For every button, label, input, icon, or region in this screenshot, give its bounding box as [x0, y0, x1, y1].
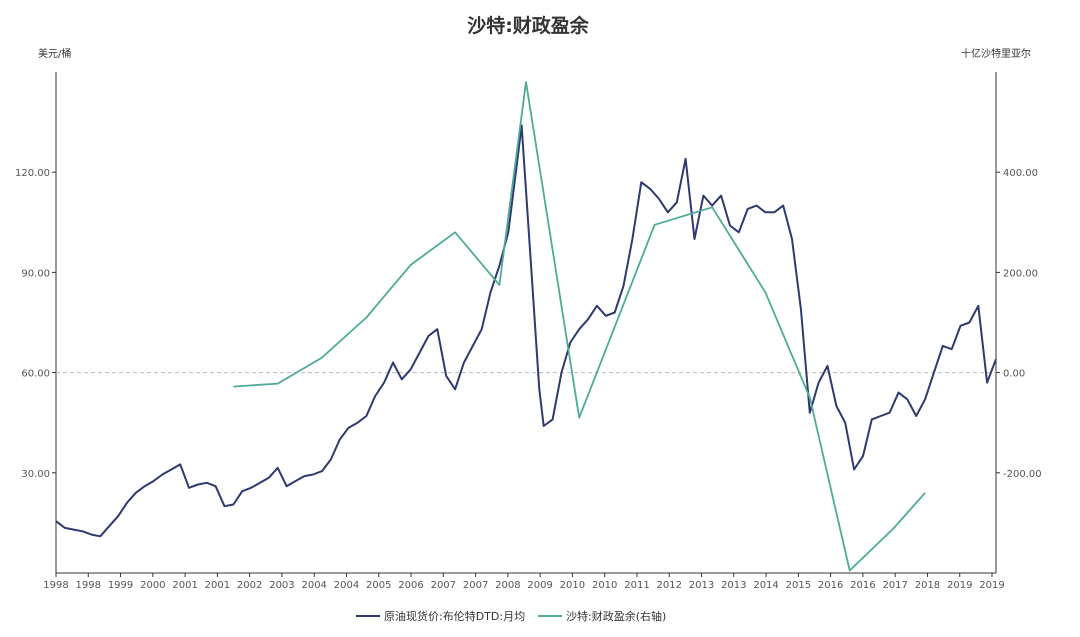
x-tick-label: 2012	[657, 580, 682, 591]
x-tick-label: 2017	[882, 580, 907, 591]
x-tick-label: 2008	[495, 580, 520, 591]
x-tick-label: 2016	[818, 580, 843, 591]
x-tick-label: 2001	[205, 580, 230, 591]
x-tick-label: 2014	[753, 580, 778, 591]
right-axis-unit: 十亿沙特里亚尔	[961, 47, 1031, 60]
series-layer	[55, 81, 997, 572]
x-tick-label: 2001	[172, 580, 197, 591]
x-tick-label: 1998	[76, 580, 101, 591]
x-tick-label: 2009	[527, 580, 552, 591]
x-tick-label: 2010	[560, 580, 585, 591]
left-tick-label: 90.00	[21, 268, 50, 279]
series-line-brent-price	[55, 124, 997, 538]
x-tick-label: 2007	[431, 580, 456, 591]
left-tick-label: 60.00	[21, 369, 50, 380]
x-tick-label: 2000	[140, 580, 165, 591]
x-tick-label: 2002	[237, 580, 262, 591]
x-tick-label: 1998	[43, 580, 68, 591]
x-tick-label: 2019	[979, 580, 1004, 591]
chart-title: 沙特:财政盈余	[467, 14, 590, 37]
x-tick-label: 2003	[269, 580, 294, 591]
x-tick-label: 2016	[850, 580, 875, 591]
x-axis-ticks: 1998 1998 1999 2000 2001 2001 2002 2003 2004 2004…	[43, 573, 1005, 591]
x-tick-label: 2006	[398, 580, 423, 591]
x-tick-label: 1999	[108, 580, 133, 591]
right-tick-label: 0.00	[1003, 369, 1025, 380]
x-tick-label: 2007	[463, 580, 488, 591]
left-axis-unit: 美元/桶	[38, 47, 71, 60]
x-tick-label: 2011	[624, 580, 649, 591]
legend-label-brent[interactable]: 原油现货价:布伦特DTD:月均	[384, 609, 525, 623]
right-axis-ticks: -200.00 0.00 200.00 400.00	[996, 168, 1042, 480]
x-tick-label: 2004	[301, 580, 326, 591]
series-line-fiscal-surplus	[233, 81, 926, 572]
x-tick-label: 2010	[592, 580, 617, 591]
x-tick-label: 2005	[366, 580, 391, 591]
left-axis-ticks: 30.00 60.00 90.00 120.00	[15, 168, 56, 480]
right-tick-label: 400.00	[1003, 168, 1038, 179]
left-tick-label: 120.00	[15, 168, 50, 179]
x-tick-label: 2015	[786, 580, 811, 591]
x-tick-label: 2013	[721, 580, 746, 591]
legend-label-surplus[interactable]: 沙特:财政盈余(右轴)	[566, 609, 666, 623]
legend[interactable]: 原油现货价:布伦特DTD:月均 沙特:财政盈余(右轴)	[356, 609, 666, 623]
right-tick-label: -200.00	[1003, 469, 1042, 480]
left-tick-label: 30.00	[21, 469, 50, 480]
x-tick-label: 2013	[689, 580, 714, 591]
right-tick-label: 200.00	[1003, 268, 1038, 279]
x-tick-label: 2004	[334, 580, 359, 591]
x-tick-label: 2018	[915, 580, 940, 591]
x-tick-label: 2019	[947, 580, 972, 591]
